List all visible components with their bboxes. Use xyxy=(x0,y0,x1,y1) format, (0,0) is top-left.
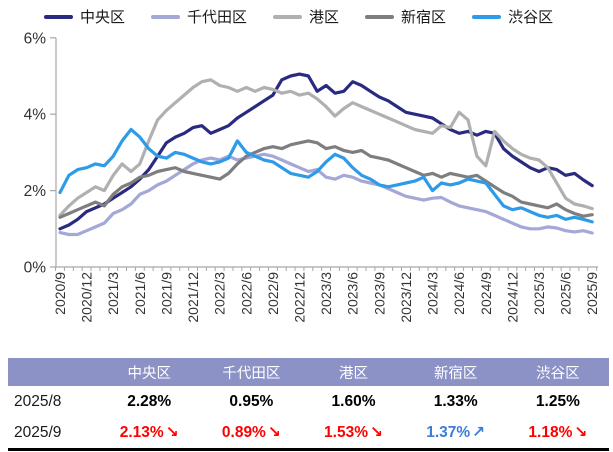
line-chart-canvas: 0% 2% 4% 6% 2020/9 2020/12 2021/3 2021/6 2021/9 2… xyxy=(24,30,601,323)
cell-value: 1.18% xyxy=(528,424,573,441)
column-header-ward: 渋谷区 xyxy=(506,358,609,386)
legend-swatch-chuo xyxy=(44,14,73,19)
x-axis-label: 2025/9 xyxy=(584,272,600,315)
x-axis-label: 2025/3 xyxy=(531,272,547,315)
x-axis-label: 2021/12 xyxy=(185,272,201,323)
legend-item-minato: 港区 xyxy=(273,6,339,27)
up-arrow-icon: ↗ xyxy=(472,424,486,441)
x-axis-label: 2020/12 xyxy=(79,272,95,323)
down-arrow-icon: ↘ xyxy=(370,424,383,441)
legend-label-shinjuku: 新宿区 xyxy=(401,9,447,26)
x-axis-label: 2023/3 xyxy=(318,272,334,315)
cell-value: 1.53% xyxy=(324,424,368,441)
x-axis-label: 2022/3 xyxy=(212,272,228,315)
value-cell: 1.33% xyxy=(405,386,507,417)
summary-table-header: 中央区 千代田区 港区 新宿区 渋谷区 xyxy=(8,358,609,386)
value-cell: 1.37% ↗ xyxy=(405,417,507,450)
legend-swatch-shibuya xyxy=(472,14,502,19)
x-axis-label: 2023/6 xyxy=(345,272,361,315)
value-cell: 1.53% ↘ xyxy=(302,417,404,450)
x-axis-label: 2022/12 xyxy=(291,272,307,323)
legend-swatch-shinjuku xyxy=(365,14,395,19)
legend-item-shibuya: 渋谷区 xyxy=(472,6,553,27)
legend-label-minato: 港区 xyxy=(309,9,340,26)
value-cell: 1.25% xyxy=(507,386,609,417)
legend-item-shinjuku: 新宿区 xyxy=(365,6,446,27)
table-row-2025-8: 2025/8 2.28% 0.95% 1.60% 1.33% 1.25% xyxy=(8,386,609,417)
value-cell: 2.13% ↘ xyxy=(98,417,200,450)
value-cell: 1.18% ↘ xyxy=(507,417,609,450)
cell-value: 1.60% xyxy=(331,392,376,410)
series-line-chiyoda xyxy=(58,152,594,237)
legend-label-chuo: 中央区 xyxy=(80,9,126,26)
summary-table: 中央区 千代田区 港区 新宿区 渋谷区 2025/8 2.28% 0.95% 1.60% 1.3… xyxy=(8,358,609,451)
y-axis-label: 0% xyxy=(24,260,47,277)
series-line-minato xyxy=(58,78,594,217)
y-axis-label: 4% xyxy=(24,107,47,124)
legend-swatch-minato xyxy=(273,14,303,19)
row-date-label: 2025/8 xyxy=(14,392,62,410)
x-axis-label: 2024/6 xyxy=(451,272,467,315)
y-axis-label: 6% xyxy=(24,30,47,47)
cell-value: 2.28% xyxy=(127,392,172,410)
table-header-row: 中央区 千代田区 港区 新宿区 渋谷区 xyxy=(8,358,609,386)
cell-value: 2.13% xyxy=(119,424,164,441)
trend-chart: 中央区 千代田区 港区 新宿区 渋谷区 0% 2% 4% 6% 2020/9 2020/12 202… xyxy=(24,6,601,323)
series-line-chuo xyxy=(58,72,594,231)
x-axis-label: 2021/6 xyxy=(132,272,148,315)
summary-table-body: 2025/8 2.28% 0.95% 1.60% 1.33% 1.25% 2025/9 2.1… xyxy=(8,386,609,450)
down-arrow-icon: ↘ xyxy=(267,424,281,441)
y-axis-label: 2% xyxy=(24,183,47,200)
cell-value: 0.89% xyxy=(221,424,266,441)
cell-value: 0.95% xyxy=(229,392,274,410)
legend-item-chiyoda: 千代田区 xyxy=(151,6,247,27)
legend-label-chiyoda: 千代田区 xyxy=(187,9,248,26)
value-cell: 0.89% ↘ xyxy=(200,417,302,450)
x-axis-label: 2024/9 xyxy=(478,272,494,315)
column-header-date xyxy=(8,358,99,386)
legend-swatch-chiyoda xyxy=(151,14,181,19)
column-header-ward: 港区 xyxy=(302,358,405,386)
value-cell: 0.95% xyxy=(200,386,302,417)
x-axis-label: 2021/3 xyxy=(105,272,121,315)
column-header-ward: 千代田区 xyxy=(200,358,303,386)
series-line-shibuya xyxy=(58,127,594,224)
cell-value: 1.33% xyxy=(433,392,478,410)
row-date-label: 2025/9 xyxy=(14,423,62,441)
value-cell: 1.60% xyxy=(302,386,404,417)
legend-item-chuo: 中央区 xyxy=(44,6,125,27)
x-axis-label: 2022/9 xyxy=(265,272,281,315)
legend-label-shibuya: 渋谷区 xyxy=(508,9,554,26)
value-cell: 2.28% xyxy=(98,386,200,417)
table-row-2025-9: 2025/9 2.13% ↘ 0.89% ↘ 1.53% ↘ 1.37% ↗ 1.18% ↘ xyxy=(8,417,609,450)
cell-value: 1.25% xyxy=(535,392,580,410)
cell-value: 1.37% xyxy=(426,424,471,441)
column-header-ward: 新宿区 xyxy=(404,358,507,386)
x-axis-label: 2025/6 xyxy=(558,272,574,315)
x-axis-label: 2024/12 xyxy=(504,272,520,323)
down-arrow-icon: ↘ xyxy=(574,424,588,441)
x-axis-label: 2022/6 xyxy=(238,272,254,315)
x-axis-label: 2020/9 xyxy=(52,272,68,315)
x-axis-label: 2021/9 xyxy=(158,272,174,315)
down-arrow-icon: ↘ xyxy=(165,424,179,441)
x-axis-label: 2023/9 xyxy=(371,272,387,315)
x-axis-label: 2023/12 xyxy=(398,272,414,323)
column-header-ward: 中央区 xyxy=(98,358,201,386)
x-axis-label: 2024/3 xyxy=(425,272,441,315)
chart-legend: 中央区 千代田区 港区 新宿区 渋谷区 xyxy=(44,6,553,27)
series-line-shinjuku xyxy=(58,139,594,219)
